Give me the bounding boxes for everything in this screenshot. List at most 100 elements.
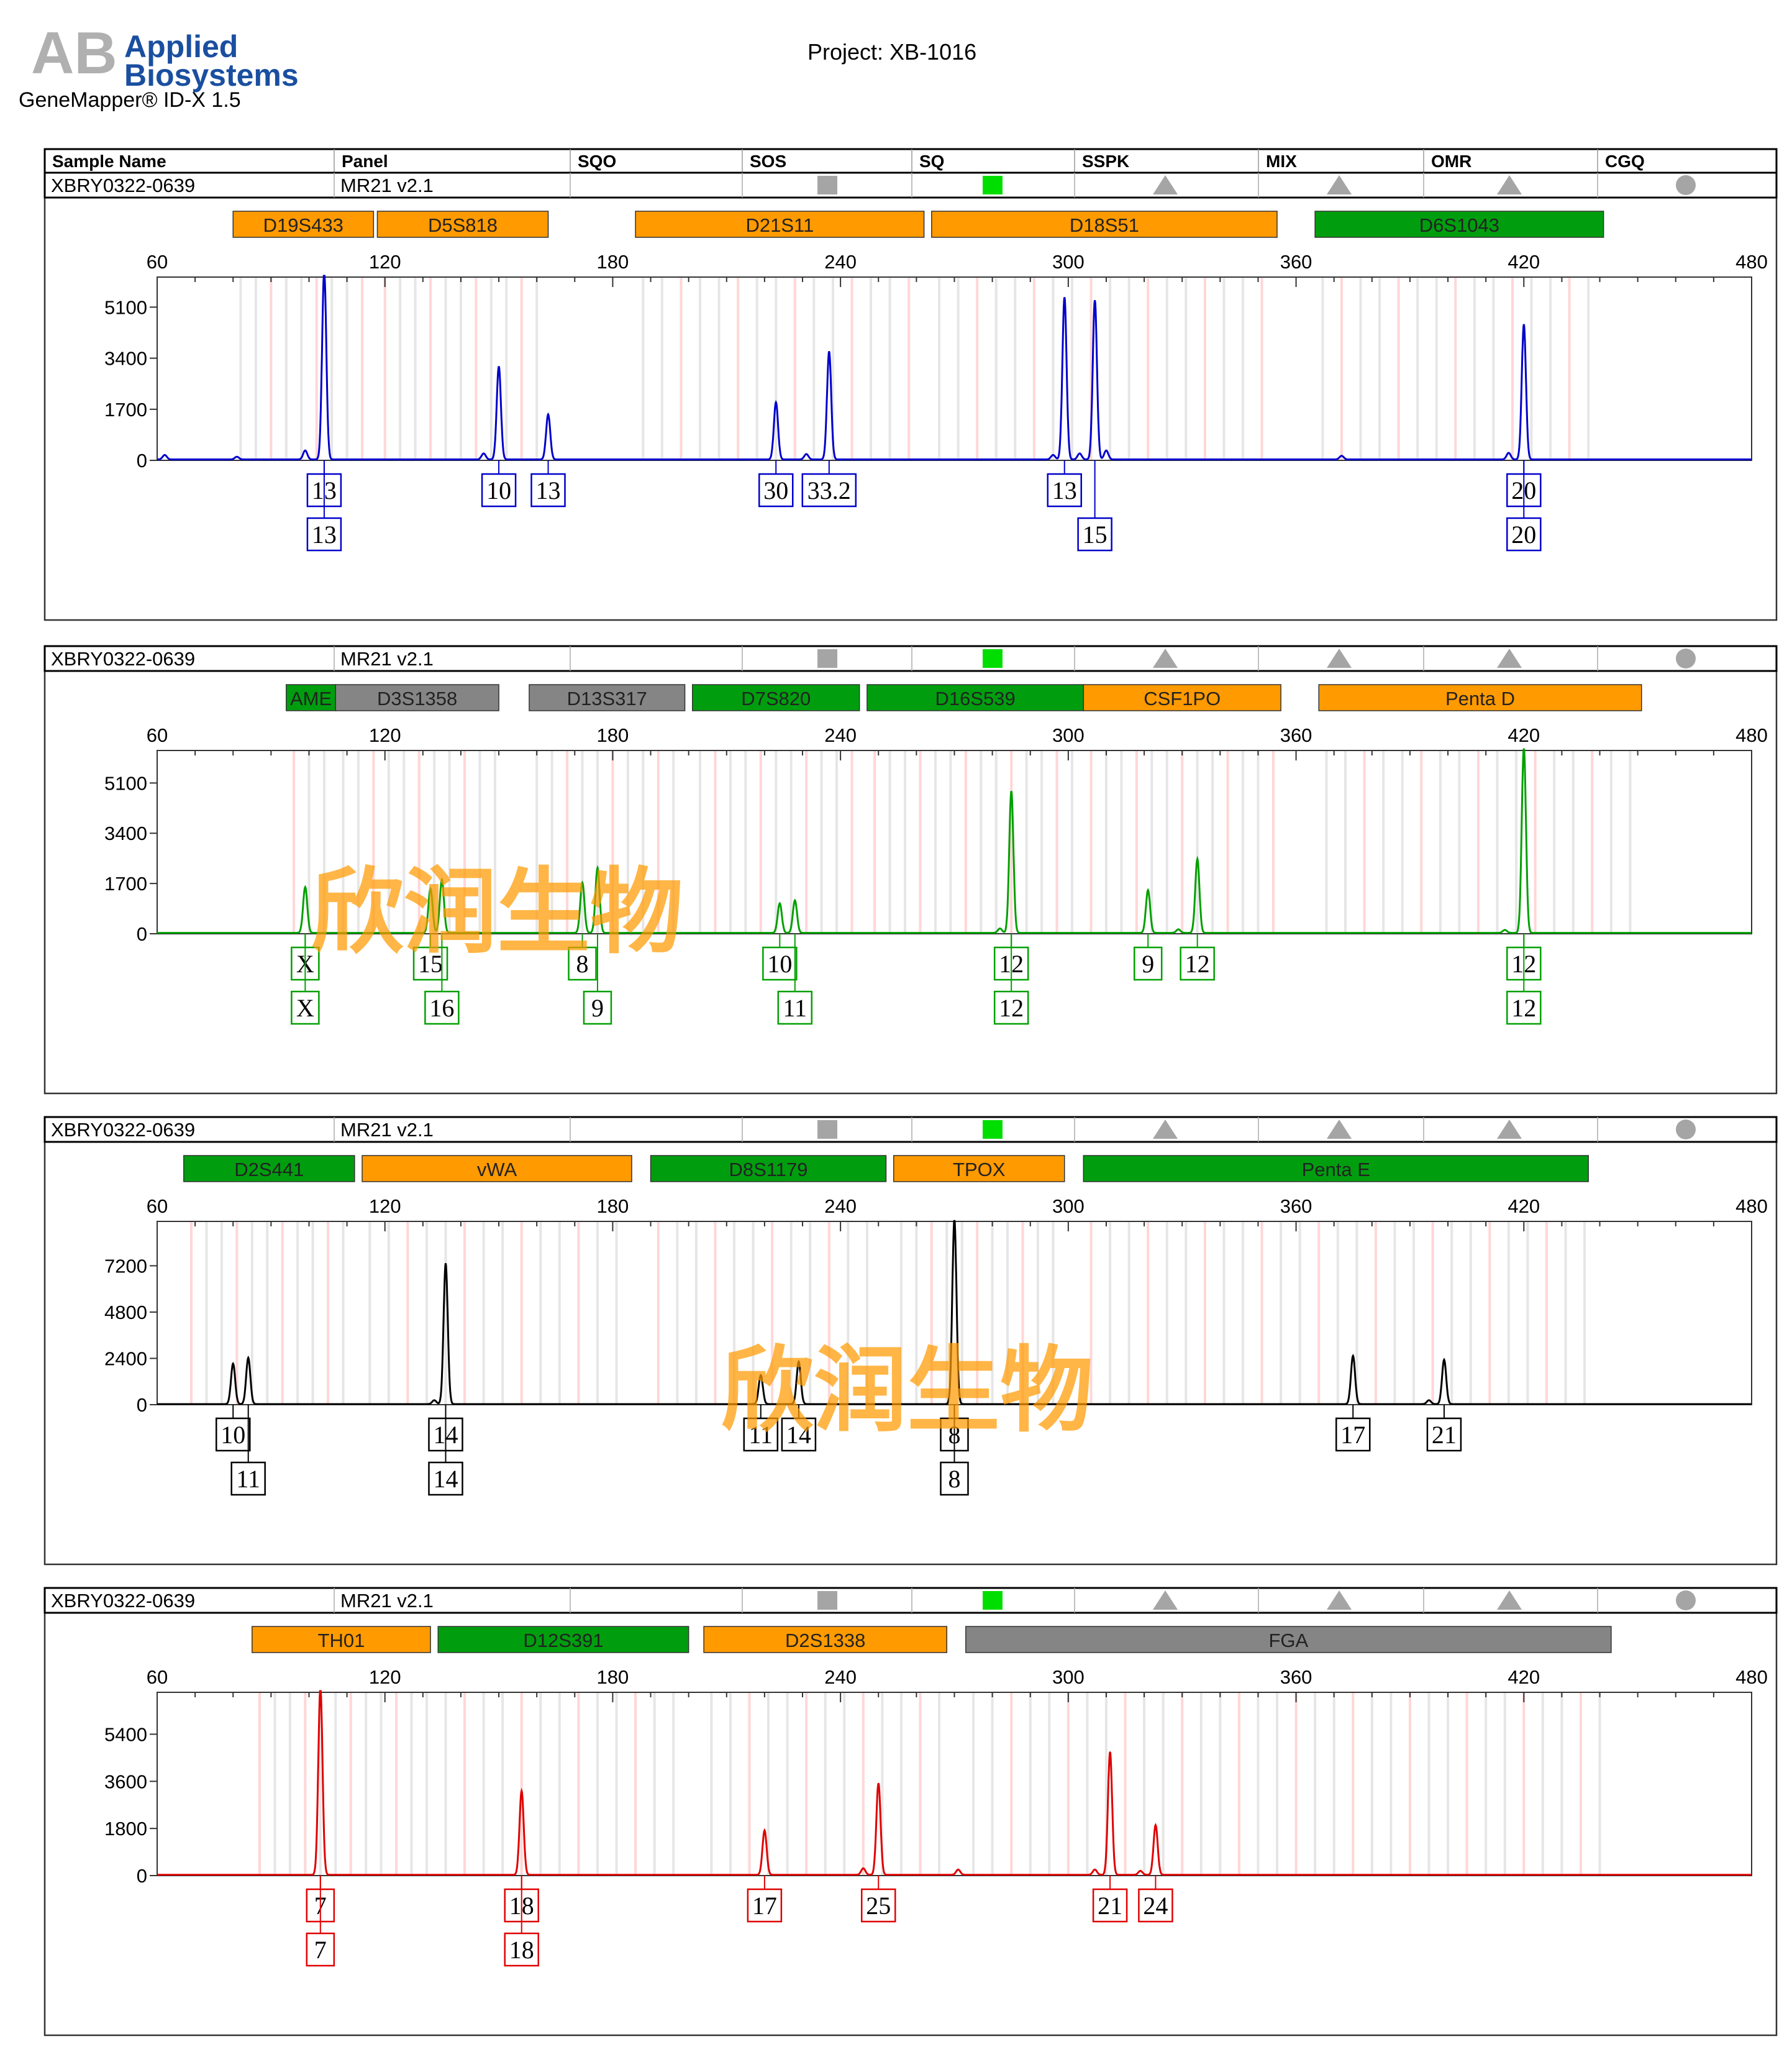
sq-indicator-icon [817,1120,837,1139]
marker-bar [1314,211,1604,238]
x-tick-label: 420 [1508,1195,1540,1217]
sq-indicator-icon [983,1591,1003,1610]
info-row [43,645,1778,672]
column-header: SSPK [1082,152,1129,171]
allele-box [1077,517,1112,552]
sample-panel: XBRY0322-0639 MR21 v2.1 D19S433 D5S818 D21S1… [43,171,1778,621]
x-tick-label: 360 [1280,724,1312,746]
triangle-indicator-icon [1153,1120,1178,1139]
allele-label: 21 [1098,1892,1122,1920]
marker-label: D13S317 [567,688,647,709]
x-tick-label: 120 [369,1666,401,1688]
allele-box [230,1461,266,1496]
info-row [43,171,1778,199]
marker-bar [692,684,860,711]
marker-label: D5S818 [428,214,498,236]
marker-bar [286,684,337,711]
allele-box [1506,517,1542,552]
allele-box [215,1417,251,1452]
marker-label: D2S1338 [785,1630,865,1651]
x-tick-label: 120 [369,1195,401,1217]
dye-trace [157,1690,1752,1876]
marker-label: vWA [477,1159,517,1180]
dye-trace [157,275,1752,460]
allele-box [1092,1888,1128,1923]
marker-bar [335,684,499,711]
marker-label: D8S1179 [729,1159,808,1180]
marker-label: Penta D [1445,688,1515,709]
allele-label: 13 [536,477,561,504]
x-tick-label: 180 [597,1666,629,1688]
panel-frame [43,171,1778,621]
x-tick-label: 180 [597,1195,629,1217]
y-tick-label: 0 [137,923,147,945]
header-svg: AB Applied Biosystems GeneMapper® ID-X 1… [19,20,976,112]
x-tick-label: 180 [597,724,629,746]
marker-bar [252,1626,431,1653]
info-row [43,1587,1778,1614]
allele-box [306,1932,335,1967]
marker-label: D3S1358 [377,688,457,709]
allele-label: 12 [1185,950,1210,978]
allele-box [481,473,517,508]
x-tick-label: 480 [1735,1195,1768,1217]
sq-indicator-icon [983,649,1003,668]
x-tick-label: 480 [1735,251,1768,273]
sample-panel: XBRY0322-0639 MR21 v2.1 D2S441 vWA D8S1179 TP… [43,1116,1778,1566]
brand-logo: AB Applied Biosystems [31,20,299,93]
allele-label: 13 [1052,477,1077,504]
triangle-indicator-icon [1327,1590,1352,1610]
triangle-indicator-icon [1327,175,1352,194]
y-tick-label: 3600 [104,1771,147,1792]
triangle-indicator-icon [1497,1120,1522,1139]
column-header: CGQ [1605,152,1645,171]
column-header: Panel [342,152,388,171]
marker-label: TPOX [953,1159,1006,1180]
allele-label: 33.2 [807,477,851,504]
x-tick-label: 240 [824,1666,857,1688]
x-tick-label: 420 [1508,1666,1540,1688]
allele-label: 21 [1432,1421,1457,1449]
circle-indicator-icon [1676,1590,1696,1610]
allele-box [1335,1417,1371,1452]
allele-box [1180,946,1215,981]
allele-box [306,517,342,552]
column-header: SQO [578,152,616,171]
allele-label: 7 [314,1936,327,1964]
allele-box [940,1461,969,1496]
x-tick-label: 300 [1052,724,1085,746]
triangle-indicator-icon [1153,175,1178,194]
x-tick-label: 480 [1735,1666,1768,1688]
allele-box [428,1461,463,1496]
marker-label: FGA [1268,1630,1308,1651]
marker-label: D7S820 [741,688,811,709]
brand-line2: Biosystems [124,58,299,93]
marker-bar [635,211,925,238]
sq-indicator-icon [817,176,837,194]
sample-name: XBRY0322-0639 [51,1590,195,1612]
marker-bar [650,1155,887,1182]
x-tick-label: 300 [1052,251,1085,273]
dye-trace [157,748,1752,934]
allele-box [993,990,1029,1025]
marker-bar [703,1626,948,1653]
marker-label: Penta E [1302,1159,1370,1180]
marker-label: TH01 [318,1630,365,1651]
x-tick-label: 360 [1280,1195,1312,1217]
allele-box [504,1932,539,1967]
panel-name: MR21 v2.1 [340,1590,434,1612]
y-tick-label: 0 [137,450,147,472]
marker-label: D12S391 [523,1630,603,1651]
sample-name: XBRY0322-0639 [51,175,195,196]
y-tick-label: 5100 [104,296,147,318]
allele-label: 20 [1511,521,1536,549]
y-tick-label: 1700 [104,399,147,421]
allele-label: 14 [434,1465,458,1493]
allele-label: 30 [763,477,788,504]
x-tick-label: 240 [824,724,857,746]
sq-indicator-icon [983,1120,1003,1139]
sample-name: XBRY0322-0639 [51,1119,195,1141]
allele-label: 18 [509,1936,534,1964]
column-header: SOS [750,152,786,171]
allele-label: 11 [236,1465,260,1493]
